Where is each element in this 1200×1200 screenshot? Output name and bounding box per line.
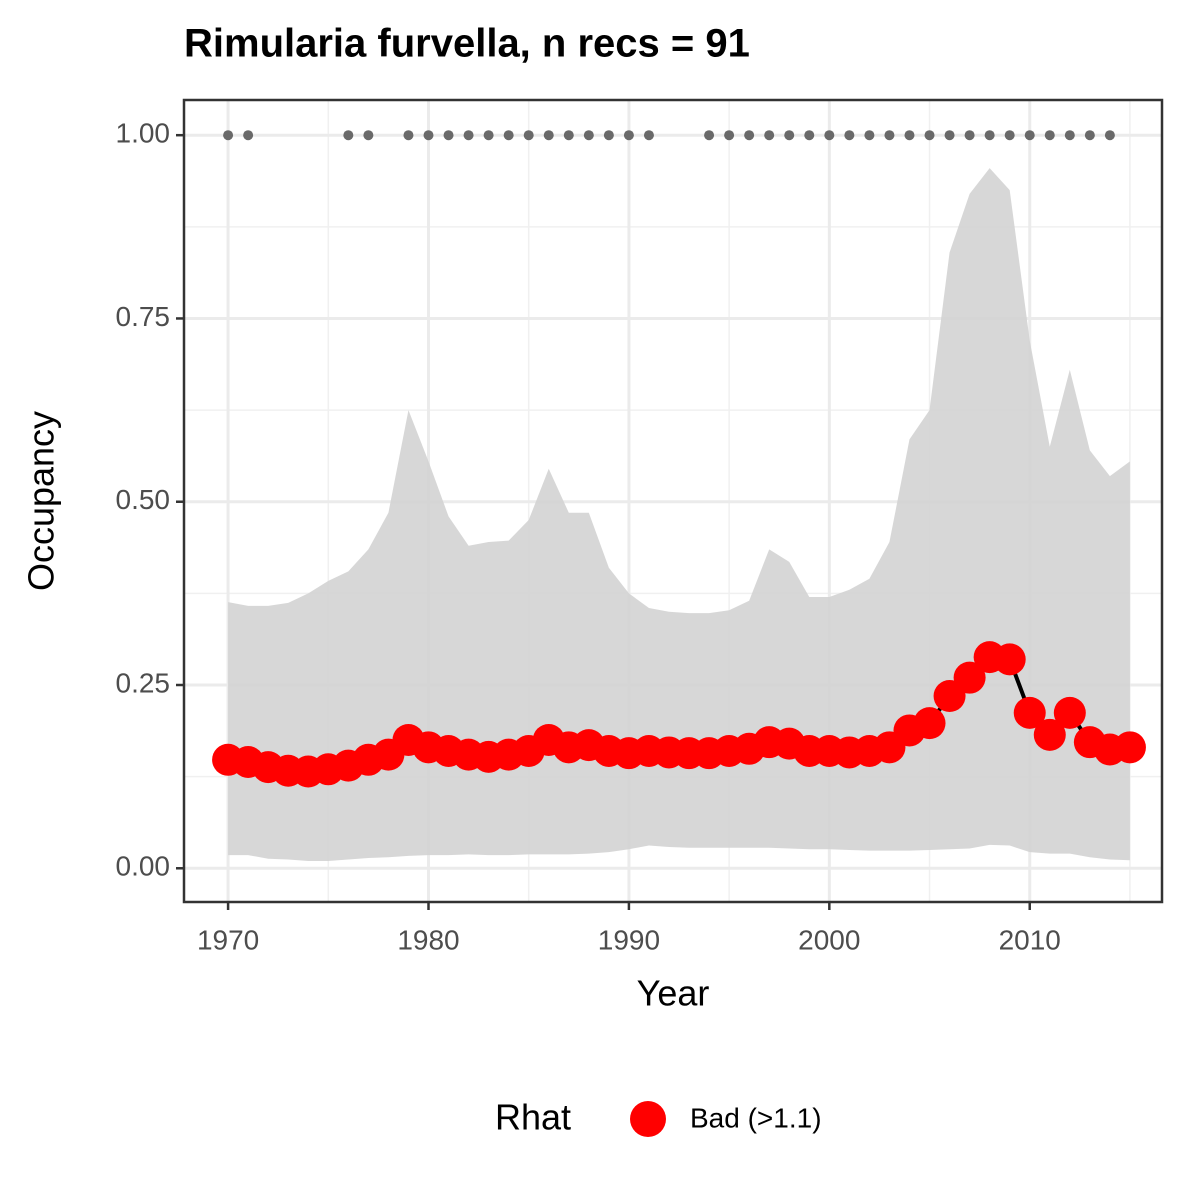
record-dot — [944, 130, 955, 141]
chart-title: Rimularia furvella, n recs = 91 — [184, 22, 750, 66]
record-dot — [463, 130, 474, 141]
y-tick-label: 0.25 — [116, 667, 171, 698]
record-dot — [804, 130, 815, 141]
record-dot — [563, 130, 574, 141]
record-dot — [403, 130, 414, 141]
legend-label: Bad (>1.1) — [690, 1102, 822, 1133]
record-dot — [623, 130, 634, 141]
ribbon — [228, 168, 1130, 861]
record-dot — [1044, 130, 1055, 141]
record-dot — [864, 130, 875, 141]
record-dot — [844, 130, 855, 141]
record-dot — [724, 130, 735, 141]
record-dot — [824, 130, 835, 141]
point — [953, 661, 986, 694]
y-tick-label: 0.50 — [116, 484, 171, 515]
record-dot — [443, 130, 454, 141]
legend-title: Rhat — [495, 1097, 571, 1138]
record-dot — [603, 130, 614, 141]
record-dot — [984, 130, 995, 141]
record-dot — [744, 130, 755, 141]
record-dot — [583, 130, 594, 141]
x-tick-label: 2000 — [798, 924, 860, 955]
y-axis-title: Occupancy — [21, 411, 62, 591]
record-dot — [784, 130, 795, 141]
record-dot — [904, 130, 915, 141]
record-dot — [223, 130, 234, 141]
point — [913, 707, 946, 740]
point — [993, 643, 1026, 676]
y-tick-label: 0.75 — [116, 301, 171, 332]
record-dot — [643, 130, 654, 141]
record-dot — [924, 130, 935, 141]
x-axis-title: Year — [637, 973, 710, 1014]
x-tick-label: 2010 — [999, 924, 1061, 955]
point — [1053, 696, 1086, 729]
record-dot — [1004, 130, 1015, 141]
y-tick-label: 1.00 — [116, 118, 171, 149]
point — [1033, 718, 1066, 751]
y-tick-label: 0.00 — [116, 851, 171, 882]
record-dot — [1084, 130, 1095, 141]
point — [1013, 696, 1046, 729]
record-dot — [964, 130, 975, 141]
record-dot — [1104, 130, 1115, 141]
record-dot — [1024, 130, 1035, 141]
record-dot — [363, 130, 374, 141]
record-dot — [503, 130, 514, 141]
record-dot — [483, 130, 494, 141]
x-tick-label: 1980 — [397, 924, 459, 955]
record-dot — [1064, 130, 1075, 141]
x-tick-label: 1990 — [598, 924, 660, 955]
record-dot — [704, 130, 715, 141]
record-dot — [543, 130, 554, 141]
record-dot — [764, 130, 775, 141]
legend-key — [630, 1101, 666, 1137]
record-dot — [523, 130, 534, 141]
record-dot — [884, 130, 895, 141]
record-dot — [343, 130, 354, 141]
x-tick-label: 1970 — [197, 924, 259, 955]
record-dot — [243, 130, 254, 141]
point — [1113, 731, 1146, 764]
record-dot — [423, 130, 434, 141]
